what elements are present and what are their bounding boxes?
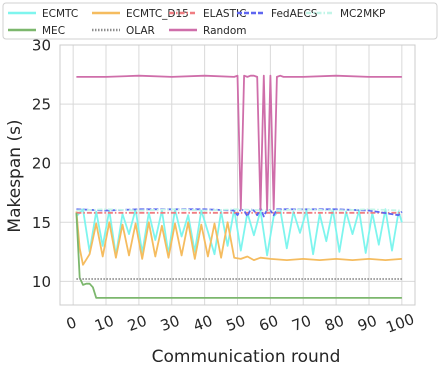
x-axis-label: Communication round xyxy=(152,347,341,367)
x-tick-label: 60 xyxy=(257,312,281,335)
x-tick-label: 90 xyxy=(355,312,379,335)
legend-label: MEC xyxy=(42,25,65,37)
axes xyxy=(59,44,416,306)
legend-label: ECMTC_D15 xyxy=(126,8,189,20)
legend-label: ECMTC xyxy=(42,8,78,20)
y-tick-label: 10 xyxy=(32,273,51,291)
x-tick-label: 30 xyxy=(158,312,182,335)
legend-label: Random xyxy=(203,25,246,37)
series-line-mec xyxy=(75,212,402,299)
series-line-ecmtc-d15 xyxy=(75,211,402,266)
series-line-mc2mkp xyxy=(76,208,402,212)
x-tick-label: 20 xyxy=(125,312,149,335)
series-line-ecmtc xyxy=(75,208,403,257)
x-tick-label: 10 xyxy=(92,312,116,335)
series-line-random xyxy=(76,74,402,212)
legend-label: OLAR xyxy=(126,25,155,37)
y-tick-label: 25 xyxy=(32,96,51,114)
y-tick-label: 15 xyxy=(32,214,51,232)
y-tick-label: 30 xyxy=(32,37,51,55)
x-tick-label: 80 xyxy=(322,312,346,335)
x-tick-label: 40 xyxy=(191,312,215,335)
legend-label: FedAECS xyxy=(271,8,318,20)
y-axis-label: Makespan (s) xyxy=(5,119,25,232)
y-tick-label: 20 xyxy=(32,155,51,173)
series-line-fedaecs xyxy=(76,207,403,218)
plot-frame xyxy=(59,44,416,306)
legend-label: ELASTIC xyxy=(203,8,246,20)
legend-label: MC2MKP xyxy=(340,8,385,20)
series-lines xyxy=(75,74,403,299)
legend: ECMTC ECMTC_D15 ELASTIC FedAECS MC2MKP MEC OLA… xyxy=(2,2,438,40)
x-tick-label: 70 xyxy=(289,312,313,335)
x-tick-label: 50 xyxy=(224,312,248,335)
